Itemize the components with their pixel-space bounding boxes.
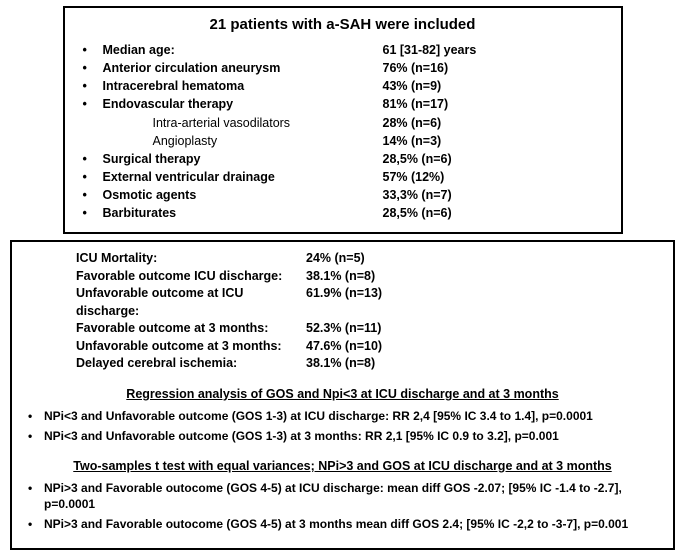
row-label: Surgical therapy <box>103 150 383 168</box>
bullet-icon <box>24 481 44 512</box>
cohort-row: Endovascular therapy81% (n=17) <box>81 95 605 113</box>
bullet-icon <box>81 168 103 186</box>
cohort-row: External ventricular drainage57% (12%) <box>81 168 605 186</box>
row-label: Endovascular therapy <box>103 95 383 113</box>
cohort-rows: Median age:61 [31-82] yearsAnterior circ… <box>81 41 605 222</box>
cohort-row: Intracerebral hematoma43% (n=9) <box>81 77 605 95</box>
cohort-row: Surgical therapy28,5% (n=6) <box>81 150 605 168</box>
bullet-icon <box>81 77 103 95</box>
cohort-row: Barbiturates28,5% (n=6) <box>81 204 605 222</box>
outcome-row: Unfavorable outcome at 3 months:47.6% (n… <box>76 338 661 356</box>
cohort-row: Anterior circulation aneurysm76% (n=16) <box>81 59 605 77</box>
outcome-value: 38.1% (n=8) <box>306 355 661 373</box>
outcome-value: 47.6% (n=10) <box>306 338 661 356</box>
row-label: Anterior circulation aneurysm <box>103 59 383 77</box>
outcome-label: Delayed cerebral ischemia: <box>76 355 306 373</box>
row-value: 76% (n=16) <box>383 59 605 77</box>
bullet-icon <box>81 114 103 132</box>
regression-line: NPi<3 and Unfavorable outcome (GOS 1-3) … <box>24 429 661 445</box>
outcome-row: Favorable outcome ICU discharge:38.1% (n… <box>76 268 661 286</box>
row-value: 28,5% (n=6) <box>383 204 605 222</box>
ttest-line-text: NPi>3 and Favorable outocome (GOS 4-5) a… <box>44 517 661 533</box>
bullet-icon <box>81 59 103 77</box>
outcome-value: 52.3% (n=11) <box>306 320 661 338</box>
row-value: 28,5% (n=6) <box>383 150 605 168</box>
row-label: Barbiturates <box>103 204 383 222</box>
row-value: 33,3% (n=7) <box>383 186 605 204</box>
bullet-icon <box>81 41 103 59</box>
outcome-value: 38.1% (n=8) <box>306 268 661 286</box>
bullet-icon <box>24 429 44 445</box>
outcome-row: Favorable outcome at 3 months:52.3% (n=1… <box>76 320 661 338</box>
row-label: External ventricular drainage <box>103 168 383 186</box>
regression-heading: Regression analysis of GOS and Npi<3 at … <box>24 387 661 401</box>
outcome-value: 24% (n=5) <box>306 250 661 268</box>
row-label: Median age: <box>103 41 383 59</box>
bullet-icon <box>24 517 44 533</box>
cohort-row: Intra-arterial vasodilators28% (n=6) <box>81 114 605 132</box>
regression-line-text: NPi<3 and Unfavorable outcome (GOS 1-3) … <box>44 429 661 445</box>
cohort-row: Osmotic agents33,3% (n=7) <box>81 186 605 204</box>
outcomes-block: ICU Mortality:24% (n=5)Favorable outcome… <box>76 250 661 373</box>
ttest-lines: NPi>3 and Favorable outocome (GOS 4-5) a… <box>24 481 661 533</box>
row-label: Angioplasty <box>103 132 383 150</box>
cohort-row: Median age:61 [31-82] years <box>81 41 605 59</box>
row-value: 28% (n=6) <box>383 114 605 132</box>
regression-line-text: NPi<3 and Unfavorable outcome (GOS 1-3) … <box>44 409 661 425</box>
bullet-icon <box>81 95 103 113</box>
outcome-row: Delayed cerebral ischemia:38.1% (n=8) <box>76 355 661 373</box>
ttest-heading: Two-samples t test with equal variances;… <box>24 459 661 473</box>
row-value: 14% (n=3) <box>383 132 605 150</box>
ttest-line: NPi>3 and Favorable outocome (GOS 4-5) a… <box>24 517 661 533</box>
regression-line: NPi<3 and Unfavorable outcome (GOS 1-3) … <box>24 409 661 425</box>
outcome-row: Unfavorable outcome at ICU discharge:61.… <box>76 285 661 320</box>
outcome-label: Favorable outcome at 3 months: <box>76 320 306 338</box>
row-value: 61 [31-82] years <box>383 41 605 59</box>
outcome-label: Unfavorable outcome at ICU discharge: <box>76 285 306 320</box>
bullet-icon <box>81 150 103 168</box>
ttest-line-text: NPi>3 and Favorable outocome (GOS 4-5) a… <box>44 481 661 512</box>
row-label: Intracerebral hematoma <box>103 77 383 95</box>
bullet-icon <box>24 409 44 425</box>
bullet-icon <box>81 186 103 204</box>
ttest-line: NPi>3 and Favorable outocome (GOS 4-5) a… <box>24 481 661 512</box>
outcome-value: 61.9% (n=13) <box>306 285 661 320</box>
row-label: Osmotic agents <box>103 186 383 204</box>
row-value: 43% (n=9) <box>383 77 605 95</box>
outcome-row: ICU Mortality:24% (n=5) <box>76 250 661 268</box>
outcome-label: Unfavorable outcome at 3 months: <box>76 338 306 356</box>
cohort-row: Angioplasty14% (n=3) <box>81 132 605 150</box>
row-label: Intra-arterial vasodilators <box>103 114 383 132</box>
row-value: 57% (12%) <box>383 168 605 186</box>
bullet-icon <box>81 204 103 222</box>
cohort-title: 21 patients with a-SAH were included <box>81 16 605 33</box>
cohort-box: 21 patients with a-SAH were included Med… <box>63 6 623 234</box>
bullet-icon <box>81 132 103 150</box>
regression-lines: NPi<3 and Unfavorable outcome (GOS 1-3) … <box>24 409 661 445</box>
outcome-label: Favorable outcome ICU discharge: <box>76 268 306 286</box>
row-value: 81% (n=17) <box>383 95 605 113</box>
outcome-label: ICU Mortality: <box>76 250 306 268</box>
results-box: ICU Mortality:24% (n=5)Favorable outcome… <box>10 240 675 549</box>
